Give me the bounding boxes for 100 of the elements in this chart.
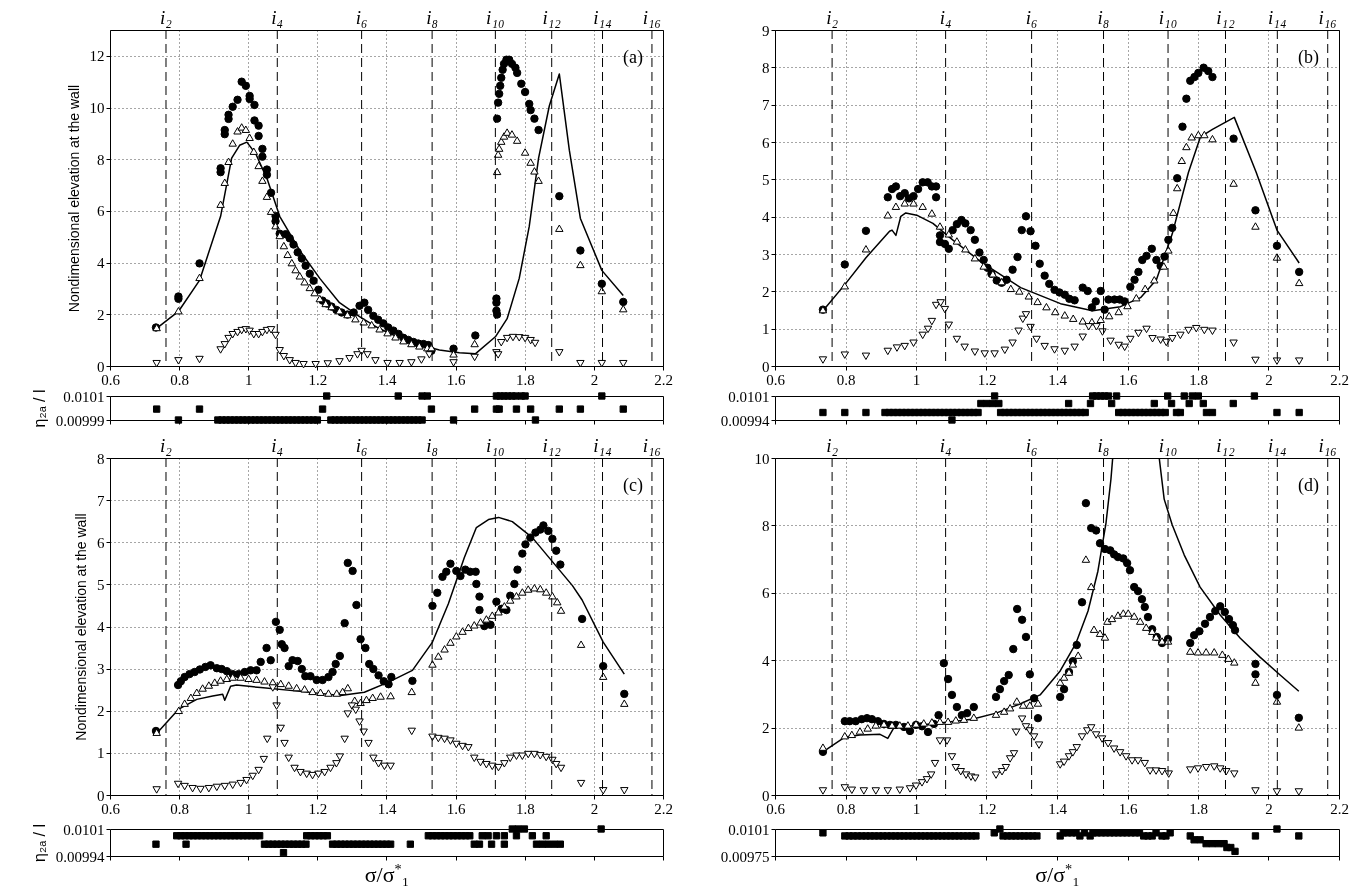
ref-line-label: i₁₄	[593, 435, 612, 456]
ref-line-label: i₄	[939, 7, 952, 28]
y-tick-label: 4	[762, 652, 770, 669]
y-tick-label: 0.0101	[728, 388, 770, 405]
y-tick-label: 3	[762, 246, 770, 263]
x-tick-label: 1.8	[1189, 800, 1208, 817]
annotation: (d)	[1298, 475, 1319, 496]
y-tick-label: 4	[97, 619, 105, 635]
y-axis-title: Nondimensional elevation at the wall	[65, 84, 82, 313]
y-tick-label: 2	[762, 283, 770, 300]
x-tick-label: 0.8	[836, 800, 856, 817]
ref-line-label: i₂	[826, 7, 839, 28]
x-tick-label: 1.4	[377, 800, 397, 817]
x-tick-label: 2	[590, 371, 599, 388]
ref-line-label: i₈	[426, 435, 439, 456]
y-tick-label: 2	[97, 703, 105, 720]
ref-line-label: i₁₀	[486, 435, 505, 456]
y-tick-label: 1	[97, 745, 105, 762]
y-tick-label: 8	[762, 517, 770, 534]
ref-line-label: i₁₂	[1216, 435, 1236, 456]
x-tick-label: 2.2	[654, 371, 673, 388]
y-tick-label: 8	[97, 450, 105, 467]
ref-line-label: i₂	[160, 7, 173, 28]
y-tick-label: 2	[97, 306, 105, 323]
y-tick-label: 4	[762, 209, 770, 226]
x-tick-label: 1.8	[1189, 371, 1208, 388]
x-tick-label: 1.8	[515, 371, 535, 388]
ref-line-label: i₆	[1025, 435, 1038, 456]
y-tick-label: 0.00994	[720, 412, 770, 429]
ref-line-label: i₁₂	[542, 435, 562, 456]
x-tick-label: 1	[912, 800, 921, 817]
x-tick-label: 0.8	[170, 371, 189, 388]
ref-line-label: i₄	[271, 435, 284, 456]
x-tick-label: 1.4	[1048, 800, 1068, 817]
ref-line-label: i₁₂	[1216, 7, 1236, 28]
y-tick-label: 7	[97, 492, 105, 509]
y-tick-label: 5	[762, 171, 770, 188]
ref-line-label: i₁₆	[642, 435, 662, 456]
x-axis-title: σ/σ$^{*}$₁	[364, 861, 410, 887]
ref-line-label: i₆	[1025, 7, 1038, 28]
y-tick-label: 4	[97, 255, 105, 272]
annotation: (a)	[623, 47, 643, 68]
x-tick-label: 1	[245, 800, 253, 817]
y-axis-title: η₂ₐ / l	[30, 389, 48, 428]
y-axis-title: Nondimensional elevation at the wall	[73, 513, 89, 741]
x-tick-label: 1.2	[977, 371, 997, 388]
x-tick-label: 2	[590, 800, 599, 817]
y-tick-label: 0.0101	[63, 821, 105, 838]
ref-line-label: i₆	[355, 435, 368, 456]
y-tick-label: 0.00975	[720, 848, 770, 865]
ref-line-label: i₁₄	[1268, 7, 1287, 28]
x-tick-label: 0.8	[170, 800, 189, 817]
x-tick-label: 1.4	[1048, 371, 1068, 388]
y-tick-label: 6	[762, 134, 770, 151]
y-tick-label: 2	[762, 720, 770, 737]
y-tick-label: 10	[754, 450, 770, 467]
y-tick-label: 6	[97, 534, 105, 551]
x-tick-label: 2.2	[654, 800, 673, 817]
ref-line-label: i₁₆	[1318, 435, 1337, 456]
x-axis-title: σ/σ$^{*}$₁	[1035, 861, 1080, 887]
ref-line-label: i₁₄	[593, 7, 612, 28]
ref-line-label: i₆	[355, 7, 368, 28]
y-tick-label: 7	[762, 97, 770, 114]
y-tick-label: 1	[762, 321, 770, 338]
ref-line-label: i₈	[426, 7, 439, 28]
y-tick-label: 9	[762, 22, 770, 39]
ref-line-label: i₂	[826, 435, 839, 456]
y-tick-label: 6	[97, 203, 105, 220]
x-tick-label: 1	[912, 371, 921, 388]
x-tick-label: 1.8	[515, 800, 535, 817]
ref-line-label: i₁₆	[1318, 7, 1337, 28]
x-tick-label: 1	[245, 371, 253, 388]
x-tick-label: 1.2	[977, 800, 997, 817]
x-tick-label: 0.8	[836, 371, 856, 388]
ref-line-label: i₄	[939, 435, 952, 456]
x-tick-label: 1.6	[446, 371, 466, 388]
ref-line-label: i₈	[1097, 7, 1110, 28]
x-tick-label: 2	[1265, 371, 1273, 388]
ref-line-label: i₁₀	[486, 7, 505, 28]
x-tick-label: 2.2	[1330, 800, 1349, 817]
y-tick-label: 3	[97, 661, 105, 678]
y-tick-label: 0.00994	[55, 848, 105, 865]
y-axis-title: η₂ₐ / l	[30, 824, 48, 862]
y-tick-label: 8	[97, 151, 105, 168]
y-tick-label: 5	[97, 576, 105, 593]
y-tick-label: 8	[762, 59, 770, 76]
y-tick-label: 10	[89, 100, 105, 117]
x-tick-label: 1.4	[377, 371, 397, 388]
ref-line-label: i₁₄	[1268, 435, 1287, 456]
x-tick-label: 1.2	[308, 371, 328, 388]
ref-line-label: i₂	[160, 435, 173, 456]
annotation: (c)	[623, 475, 643, 496]
y-tick-label: 0.0101	[63, 388, 105, 405]
y-tick-label: 6	[762, 585, 770, 602]
x-tick-label: 1.6	[1118, 800, 1138, 817]
ref-line-label: i₁₀	[1158, 435, 1178, 456]
x-tick-label: 2	[1265, 800, 1273, 817]
y-tick-label: 12	[89, 48, 105, 65]
y-tick-label: 0.00999	[55, 412, 105, 429]
ref-line-label: i₈	[1097, 435, 1110, 456]
